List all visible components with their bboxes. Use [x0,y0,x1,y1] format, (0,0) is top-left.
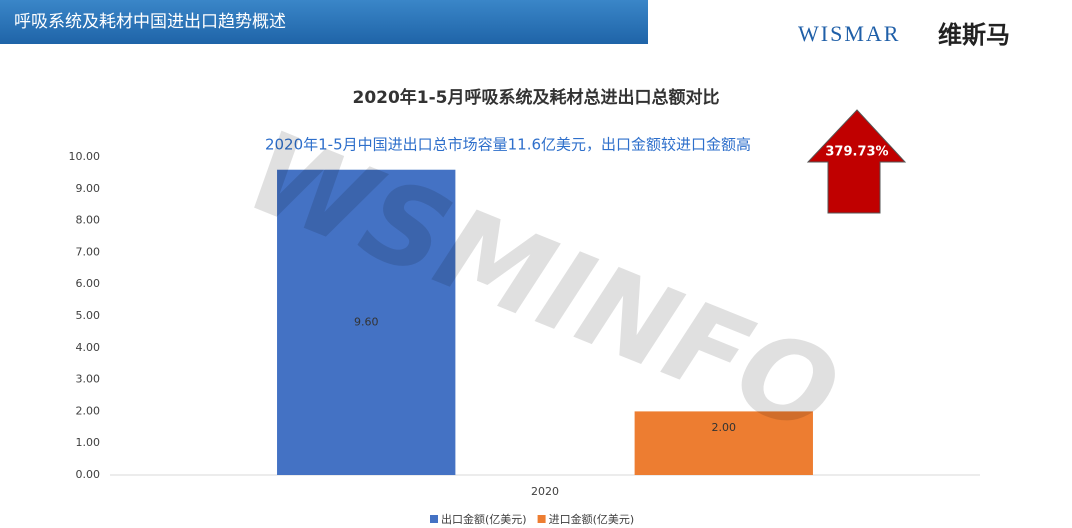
y-tick-label: 8.00 [76,214,101,227]
arrow [806,109,907,214]
y-tick-label: 6.00 [76,277,101,290]
y-tick-label: 5.00 [76,309,101,322]
data-label: 2.00 [712,421,737,434]
y-tick-label: 1.00 [76,436,101,449]
chart-subtitle: 2020年1-5月中国进出口总市场容量11.6亿美元，出口金额较进口金额高 [265,136,751,154]
legend-swatch [537,515,546,523]
y-tick-label: 2.00 [76,404,101,417]
arrow-label: 379.73% [825,145,888,160]
x-tick-label: 2020 [531,485,559,498]
y-tick-label: 4.00 [76,341,101,354]
header-bar [0,0,648,44]
data-label: 9.60 [354,315,379,328]
bar [634,411,813,475]
y-tick-label: 3.00 [76,373,101,386]
legend-label: 进口金额(亿美元) [549,512,635,526]
logo-cn: 维斯马 [938,21,1010,49]
legend-swatch [430,515,438,523]
logo: WISMAR [798,21,900,46]
legend-label: 出口金额(亿美元) [441,512,527,526]
y-tick-label: 9.00 [76,182,101,195]
bar [277,169,456,475]
header-title: 呼吸系统及耗材中国进出口趋势概述 [14,12,286,32]
y-tick-label: 7.00 [76,245,101,258]
y-tick-label: 0.00 [76,468,101,481]
y-tick-label: 10.00 [69,150,101,163]
chart-title: 2020年1-5月呼吸系统及耗材总进出口总额对比 [352,87,719,108]
